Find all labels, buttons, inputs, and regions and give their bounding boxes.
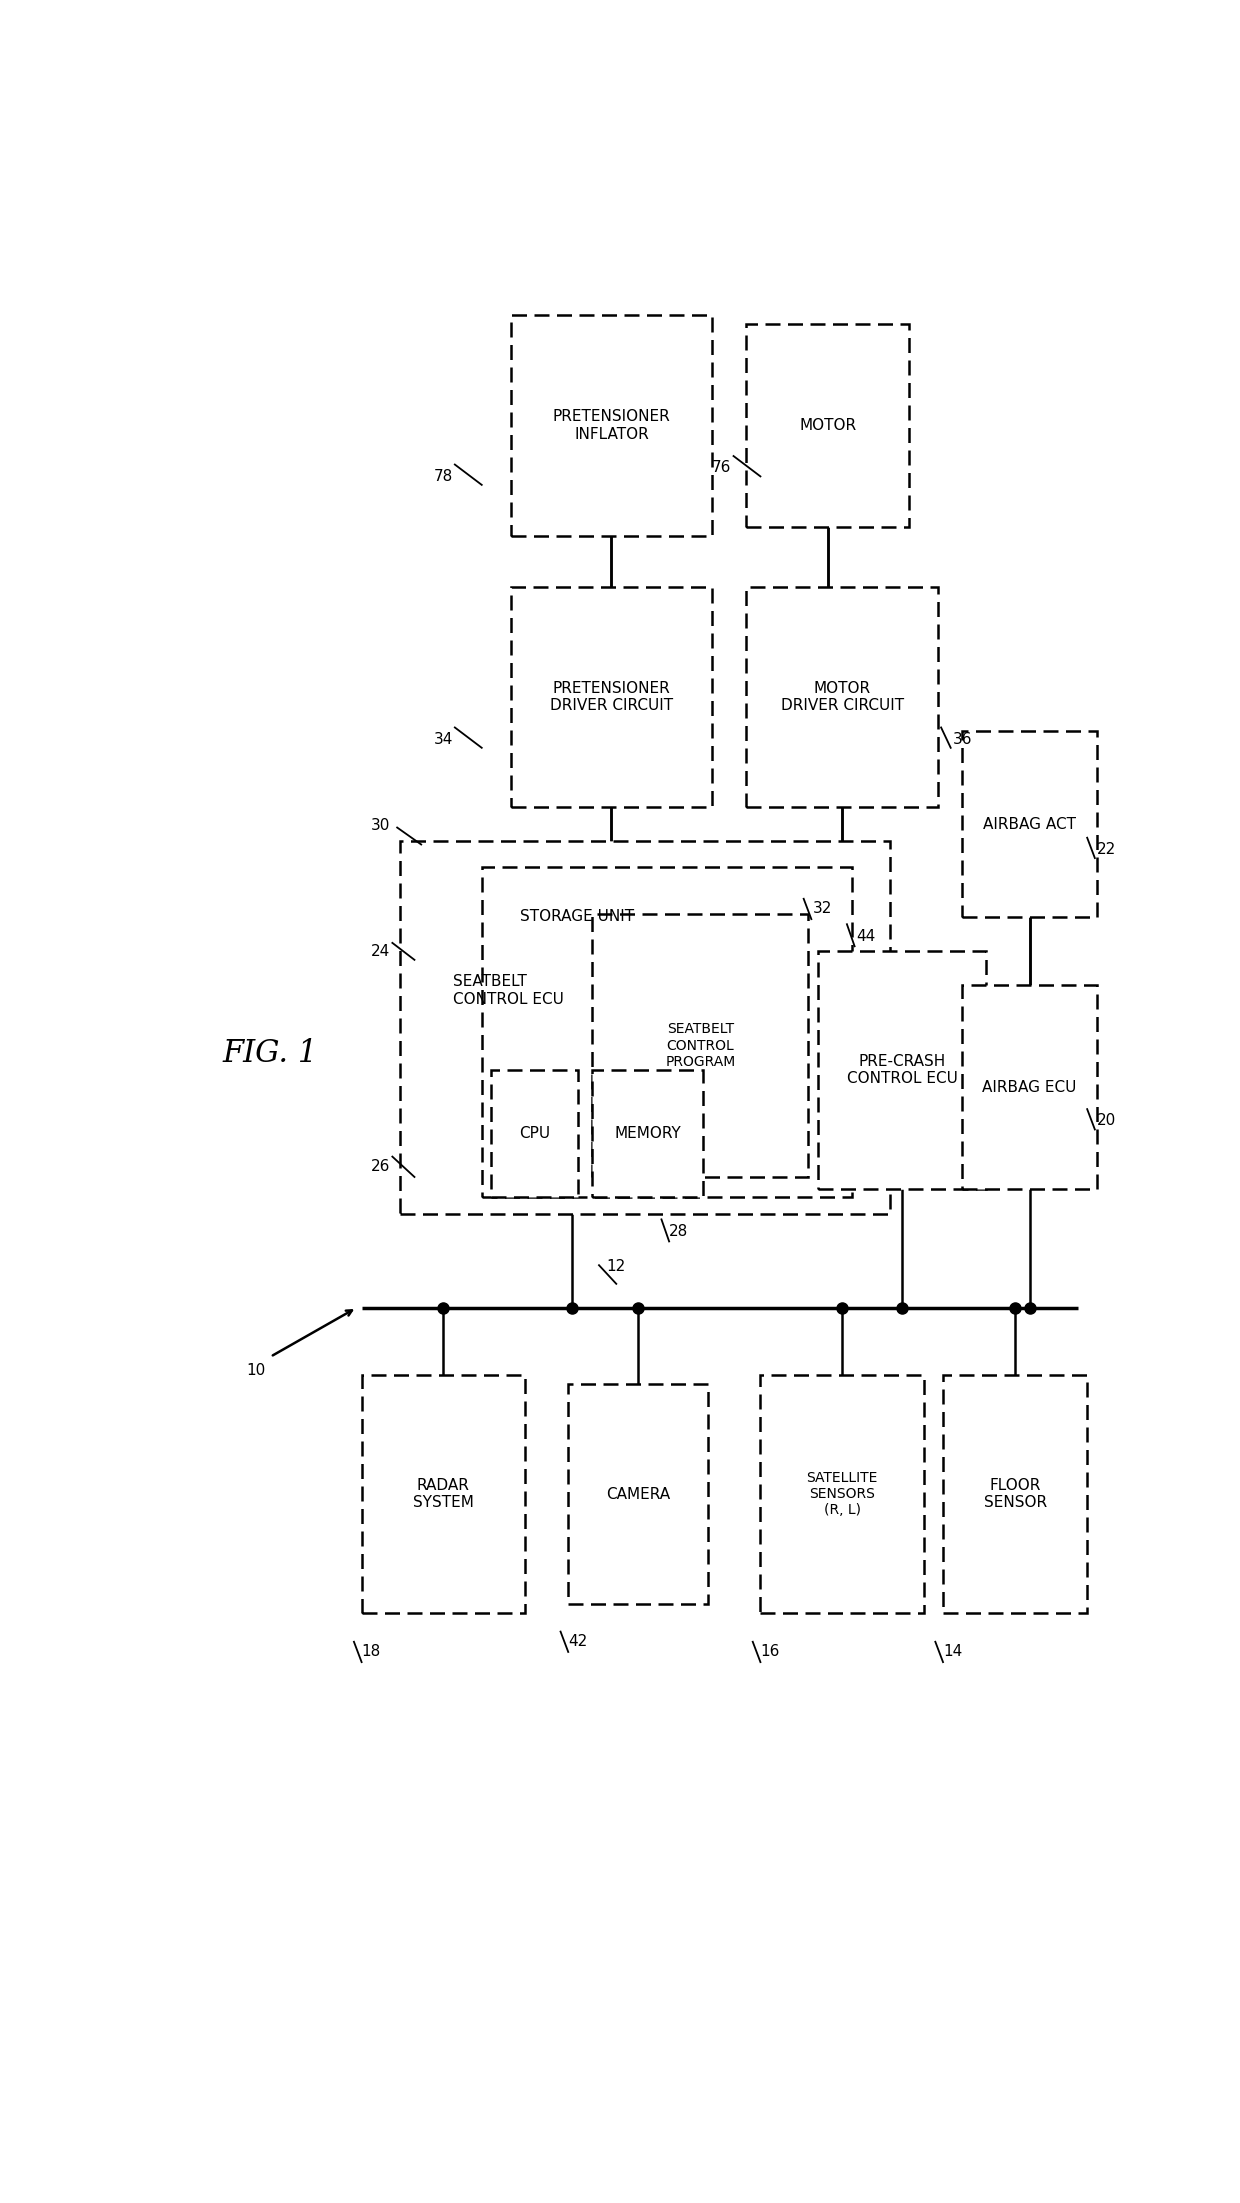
- Text: MOTOR
DRIVER CIRCUIT: MOTOR DRIVER CIRCUIT: [780, 681, 904, 714]
- Bar: [593, 1071, 703, 1198]
- Text: 26: 26: [371, 1159, 391, 1174]
- Text: 16: 16: [760, 1643, 780, 1659]
- Text: 42: 42: [568, 1635, 588, 1650]
- Text: FLOOR
SENSOR: FLOOR SENSOR: [983, 1478, 1047, 1511]
- Bar: [511, 315, 712, 535]
- Text: SATELLITE
SENSORS
(R, L): SATELLITE SENSORS (R, L): [806, 1472, 878, 1518]
- Text: SEATBELT
CONTROL ECU: SEATBELT CONTROL ECU: [453, 974, 564, 1007]
- Text: 10: 10: [247, 1364, 265, 1377]
- Bar: [746, 324, 909, 527]
- Bar: [962, 731, 1096, 916]
- Bar: [491, 1071, 578, 1198]
- Text: AIRBAG ACT: AIRBAG ACT: [983, 817, 1076, 833]
- Text: SEATBELT
CONTROL
PROGRAM: SEATBELT CONTROL PROGRAM: [665, 1022, 735, 1068]
- Bar: [362, 1375, 525, 1613]
- Text: RADAR
SYSTEM: RADAR SYSTEM: [413, 1478, 474, 1511]
- Text: STORAGE UNIT: STORAGE UNIT: [521, 908, 635, 923]
- Bar: [568, 1383, 708, 1604]
- Bar: [511, 586, 712, 806]
- Text: CPU: CPU: [520, 1126, 551, 1141]
- Text: PRE-CRASH
CONTROL ECU: PRE-CRASH CONTROL ECU: [847, 1053, 957, 1086]
- Bar: [593, 914, 808, 1176]
- Text: PRETENSIONER
DRIVER CIRCUIT: PRETENSIONER DRIVER CIRCUIT: [549, 681, 673, 714]
- Text: MEMORY: MEMORY: [614, 1126, 681, 1141]
- Text: FIG. 1: FIG. 1: [222, 1038, 317, 1068]
- Text: 24: 24: [371, 943, 391, 958]
- Text: MOTOR: MOTOR: [799, 419, 857, 434]
- Text: 44: 44: [857, 930, 875, 943]
- Bar: [942, 1375, 1087, 1613]
- Text: CAMERA: CAMERA: [606, 1487, 670, 1502]
- Bar: [401, 842, 890, 1214]
- Text: 14: 14: [942, 1643, 962, 1659]
- Text: 78: 78: [434, 469, 453, 485]
- Text: 36: 36: [952, 731, 972, 747]
- Text: 30: 30: [371, 817, 391, 833]
- Text: 22: 22: [1096, 842, 1116, 857]
- Text: 18: 18: [362, 1643, 381, 1659]
- Bar: [818, 952, 986, 1190]
- Bar: [760, 1375, 924, 1613]
- Text: 32: 32: [813, 901, 833, 916]
- Bar: [746, 586, 939, 806]
- Bar: [481, 866, 852, 1198]
- Text: 12: 12: [606, 1258, 626, 1273]
- Text: AIRBAG ECU: AIRBAG ECU: [982, 1079, 1076, 1095]
- Bar: [962, 985, 1096, 1190]
- Text: 28: 28: [670, 1223, 688, 1238]
- Text: PRETENSIONER
INFLATOR: PRETENSIONER INFLATOR: [553, 410, 671, 443]
- Text: 20: 20: [1096, 1113, 1116, 1128]
- Text: 34: 34: [434, 731, 453, 747]
- Text: 76: 76: [712, 460, 732, 476]
